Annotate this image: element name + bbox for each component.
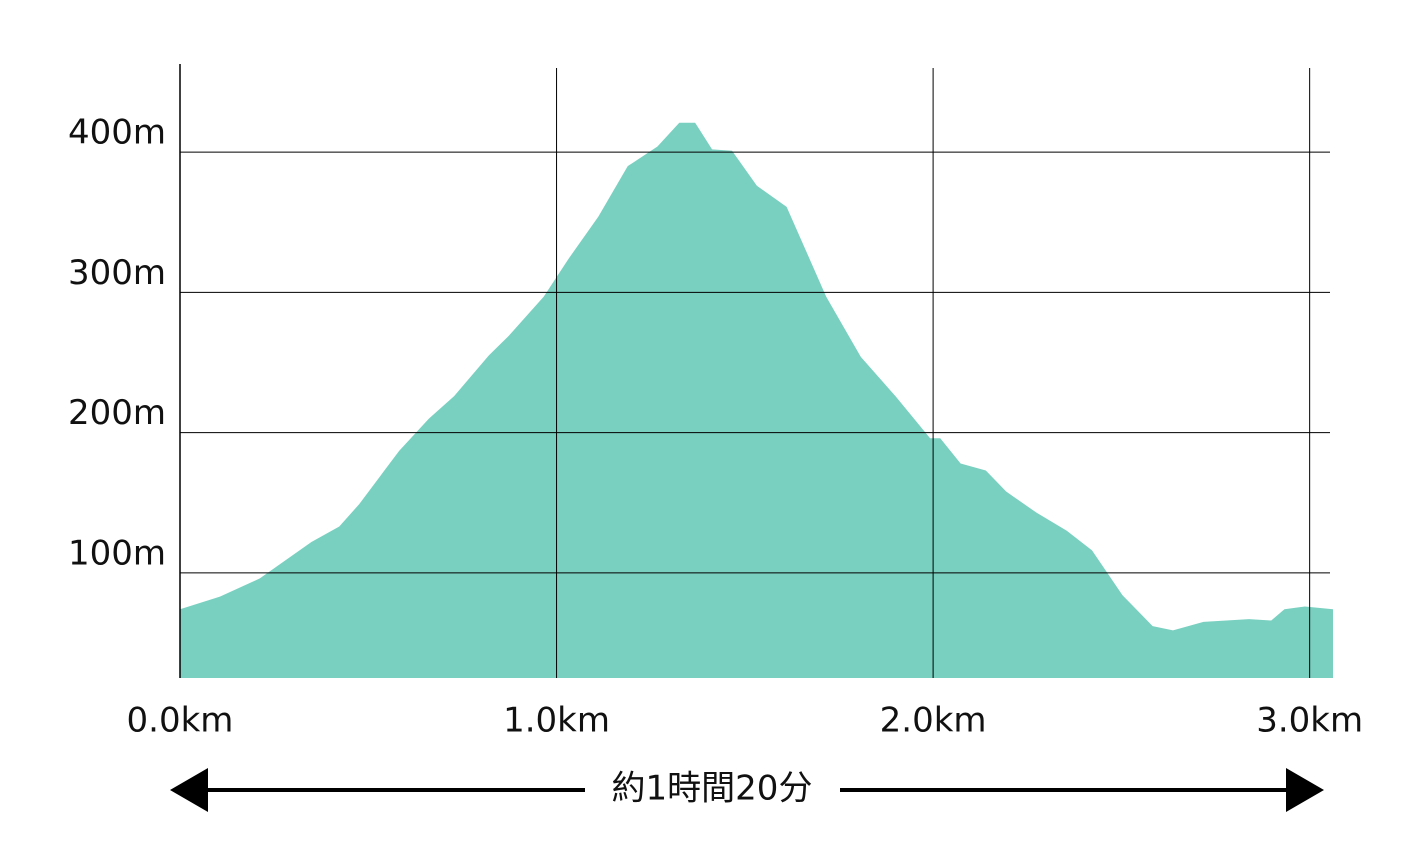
elevation-area (180, 122, 1333, 679)
x-tick-label: 2.0km (880, 701, 987, 741)
x-tick-label: 1.0km (503, 701, 610, 741)
y-tick-label: 100m (68, 533, 166, 573)
arrow-head (1286, 768, 1324, 812)
arrow-head (170, 768, 208, 812)
y-tick-label: 400m (68, 113, 166, 153)
x-tick-label: 3.0km (1256, 701, 1363, 741)
y-tick-label: 300m (68, 253, 166, 293)
y-tick-label: 200m (68, 393, 166, 433)
duration-label: 約1時間20分 (612, 769, 813, 809)
x-tick-label: 0.0km (127, 701, 234, 741)
